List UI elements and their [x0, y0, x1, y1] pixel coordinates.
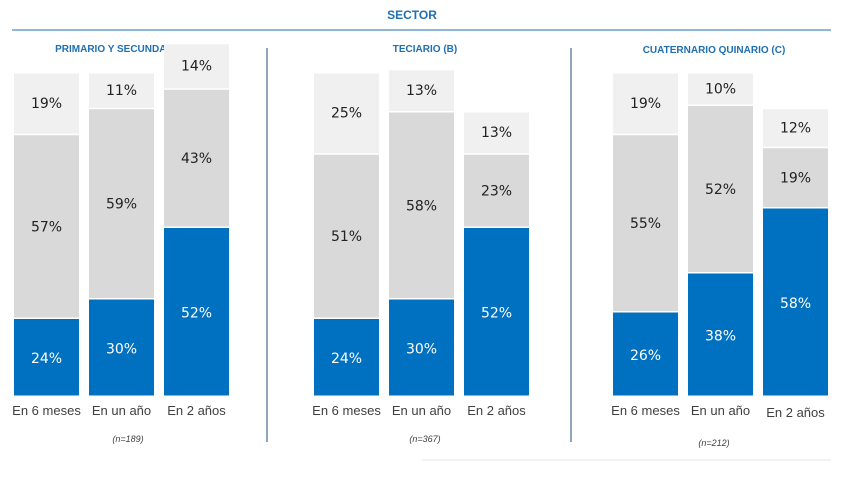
- bar-segment-mid: [464, 154, 529, 227]
- bar-segment-high: [688, 273, 753, 396]
- bar-segment-low: [389, 70, 454, 111]
- category-label: En 2 años: [766, 405, 825, 420]
- bar-segment-mid: [613, 135, 678, 311]
- category-label: En un año: [691, 403, 750, 418]
- data-label: 59%: [106, 197, 137, 213]
- data-label: 14%: [181, 59, 212, 75]
- bar-segment-low: [314, 73, 379, 154]
- bar-segment-low: [89, 73, 154, 108]
- data-label: 43%: [181, 151, 212, 167]
- category-label: En un año: [92, 403, 151, 418]
- bar-segment-low: [464, 112, 529, 154]
- category-label: En un año: [392, 403, 451, 418]
- data-label: 24%: [331, 351, 362, 367]
- bar-segment-high: [314, 319, 379, 396]
- bar-segment-high: [464, 228, 529, 396]
- bar-segment-low: [688, 73, 753, 105]
- data-label: 25%: [331, 106, 362, 122]
- category-label: En 2 años: [467, 403, 526, 418]
- chart-panel: PRIMARIO Y SECUNDARIO (A) 24% 57% 19% En 6 m…: [12, 44, 229, 444]
- panel-title: TECIARIO (B): [393, 44, 457, 55]
- bar-segment-high: [164, 228, 229, 396]
- bar-segment-mid: [89, 109, 154, 298]
- panel-title: CUATERNARIO QUINARIO (C): [643, 45, 786, 56]
- bar-segment-mid: [14, 135, 79, 318]
- data-label: 24%: [31, 351, 62, 367]
- data-label: 55%: [630, 216, 661, 232]
- sample-size-note: (n=367): [409, 434, 440, 444]
- category-label: En 6 meses: [611, 403, 680, 418]
- data-label: 19%: [630, 96, 661, 112]
- panel-title: PRIMARIO Y SECUNDARIO (A): [55, 44, 201, 55]
- data-label: 52%: [181, 306, 212, 322]
- bar-segment-mid: [763, 148, 828, 207]
- bar-segment-low: [613, 73, 678, 134]
- chart-title: SECTOR: [387, 8, 437, 22]
- chart-panels: PRIMARIO Y SECUNDARIO (A) 24% 57% 19% En 6 m…: [12, 44, 828, 448]
- data-label: 58%: [406, 198, 437, 214]
- bar-segment-high: [613, 312, 678, 396]
- data-label: 10%: [705, 81, 736, 97]
- data-label: 12%: [780, 120, 811, 136]
- bar-segment-low: [763, 109, 828, 147]
- bar-segment-mid: [389, 112, 454, 298]
- data-label: 58%: [780, 296, 811, 312]
- bar-segment-high: [89, 299, 154, 396]
- sample-size-note: (n=189): [112, 434, 143, 444]
- chart-panel: CUATERNARIO QUINARIO (C) 26% 55% 19% En 6 me…: [611, 45, 828, 448]
- data-label: 57%: [31, 219, 62, 235]
- category-label: En 2 años: [167, 403, 226, 418]
- bar-segment-mid: [164, 89, 229, 227]
- bar-segment-mid: [314, 154, 379, 318]
- data-label: 38%: [705, 328, 736, 344]
- data-label: 52%: [481, 306, 512, 322]
- sample-size-note: (n=212): [698, 438, 729, 448]
- data-label: 19%: [780, 171, 811, 187]
- bar-segment-high: [14, 319, 79, 396]
- bar-segment-low: [164, 44, 229, 89]
- data-label: 30%: [106, 341, 137, 357]
- category-label: En 6 meses: [12, 403, 81, 418]
- data-label: 26%: [630, 348, 661, 364]
- data-label: 30%: [406, 341, 437, 357]
- data-label: 19%: [31, 96, 62, 112]
- data-label: 23%: [481, 184, 512, 200]
- bar-segment-low: [14, 73, 79, 134]
- data-label: 11%: [106, 83, 137, 99]
- bar-segment-high: [389, 299, 454, 396]
- data-label: 13%: [481, 125, 512, 141]
- bar-segment-high: [763, 208, 828, 396]
- bar-segment-mid: [688, 106, 753, 272]
- data-label: 51%: [331, 229, 362, 245]
- category-label: En 6 meses: [312, 403, 381, 418]
- chart-panel: TECIARIO (B) 24% 51% 25% En 6 meses 30% 58% 13%…: [312, 44, 529, 444]
- data-label: 13%: [406, 83, 437, 99]
- data-label: 52%: [705, 182, 736, 198]
